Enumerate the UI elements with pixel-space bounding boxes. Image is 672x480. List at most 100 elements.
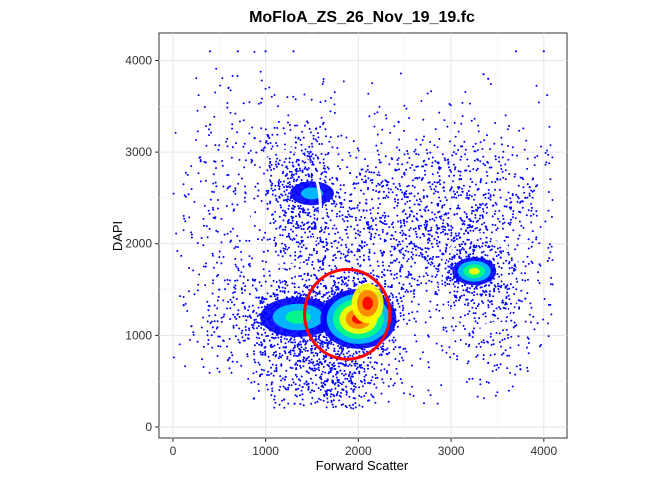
data-point <box>341 159 344 161</box>
data-point <box>370 379 373 382</box>
data-point <box>350 200 353 202</box>
data-point <box>421 351 424 354</box>
data-point <box>481 300 483 303</box>
data-point <box>495 203 498 206</box>
data-point <box>437 211 440 214</box>
data-point <box>353 228 356 231</box>
data-point <box>441 204 444 207</box>
data-point <box>325 348 328 351</box>
data-point <box>220 217 223 220</box>
data-point <box>420 224 422 227</box>
data-point <box>304 347 307 349</box>
data-point <box>310 98 313 101</box>
data-point <box>482 162 485 165</box>
data-point <box>427 241 430 244</box>
data-point <box>265 383 268 386</box>
data-point <box>276 298 279 301</box>
data-point <box>348 371 351 374</box>
data-point <box>334 291 337 294</box>
data-point <box>357 233 360 236</box>
data-point <box>353 397 356 400</box>
data-point <box>470 195 473 198</box>
data-point <box>311 263 314 266</box>
data-point <box>333 111 336 114</box>
data-point <box>464 314 466 317</box>
data-point <box>315 291 318 294</box>
data-point <box>490 248 493 251</box>
data-point <box>281 209 284 212</box>
data-point <box>319 266 321 269</box>
data-point <box>513 175 516 178</box>
data-point <box>338 195 341 198</box>
data-point <box>480 341 483 344</box>
data-point <box>360 381 363 383</box>
data-point <box>396 202 399 205</box>
data-point <box>320 152 323 155</box>
data-point <box>493 353 496 356</box>
data-point <box>350 208 353 211</box>
data-point <box>398 305 401 308</box>
data-point <box>273 239 276 242</box>
data-point <box>551 156 554 159</box>
data-point <box>473 302 476 305</box>
data-point <box>302 356 305 359</box>
data-point <box>426 247 429 250</box>
data-point <box>198 273 201 276</box>
data-point <box>320 378 323 381</box>
data-point <box>487 189 490 191</box>
data-point <box>283 186 286 188</box>
data-point <box>399 378 402 381</box>
data-point <box>335 288 338 291</box>
data-point <box>292 173 295 176</box>
data-point <box>477 130 480 133</box>
data-point <box>479 160 482 163</box>
data-point <box>294 136 297 139</box>
data-point <box>452 190 455 193</box>
data-point <box>213 191 215 193</box>
data-point <box>547 322 549 325</box>
data-point <box>323 170 326 173</box>
data-point <box>398 138 401 141</box>
data-point <box>333 91 336 94</box>
data-point <box>475 345 478 348</box>
data-point <box>475 220 478 223</box>
data-point <box>213 331 216 333</box>
data-point <box>271 381 274 384</box>
data-point <box>211 206 214 209</box>
data-point <box>379 202 382 205</box>
data-point <box>235 142 237 145</box>
data-point <box>238 158 241 161</box>
data-point <box>307 173 310 176</box>
data-point <box>490 343 493 346</box>
data-point <box>511 385 514 388</box>
data-point <box>287 114 290 117</box>
data-point <box>344 259 347 262</box>
data-point <box>473 327 475 330</box>
data-point <box>399 243 402 246</box>
data-point <box>447 275 450 278</box>
data-point <box>394 200 397 203</box>
data-point <box>393 277 395 280</box>
data-point <box>353 371 356 374</box>
data-point <box>548 257 551 260</box>
data-point <box>502 301 505 304</box>
data-point <box>346 377 349 380</box>
data-point <box>295 354 298 357</box>
data-point <box>444 326 447 329</box>
data-point <box>232 326 235 329</box>
data-point <box>444 233 447 236</box>
data-point <box>327 347 330 349</box>
data-point <box>335 203 338 206</box>
data-point <box>468 224 471 226</box>
data-point <box>547 335 550 338</box>
data-point <box>331 290 334 293</box>
data-point <box>474 214 477 216</box>
data-point <box>288 384 291 386</box>
data-point <box>450 229 453 232</box>
data-point <box>275 160 278 163</box>
data-point <box>310 349 313 352</box>
data-point <box>355 367 358 370</box>
data-point <box>465 343 468 345</box>
data-point <box>278 347 281 349</box>
data-point <box>268 137 271 139</box>
